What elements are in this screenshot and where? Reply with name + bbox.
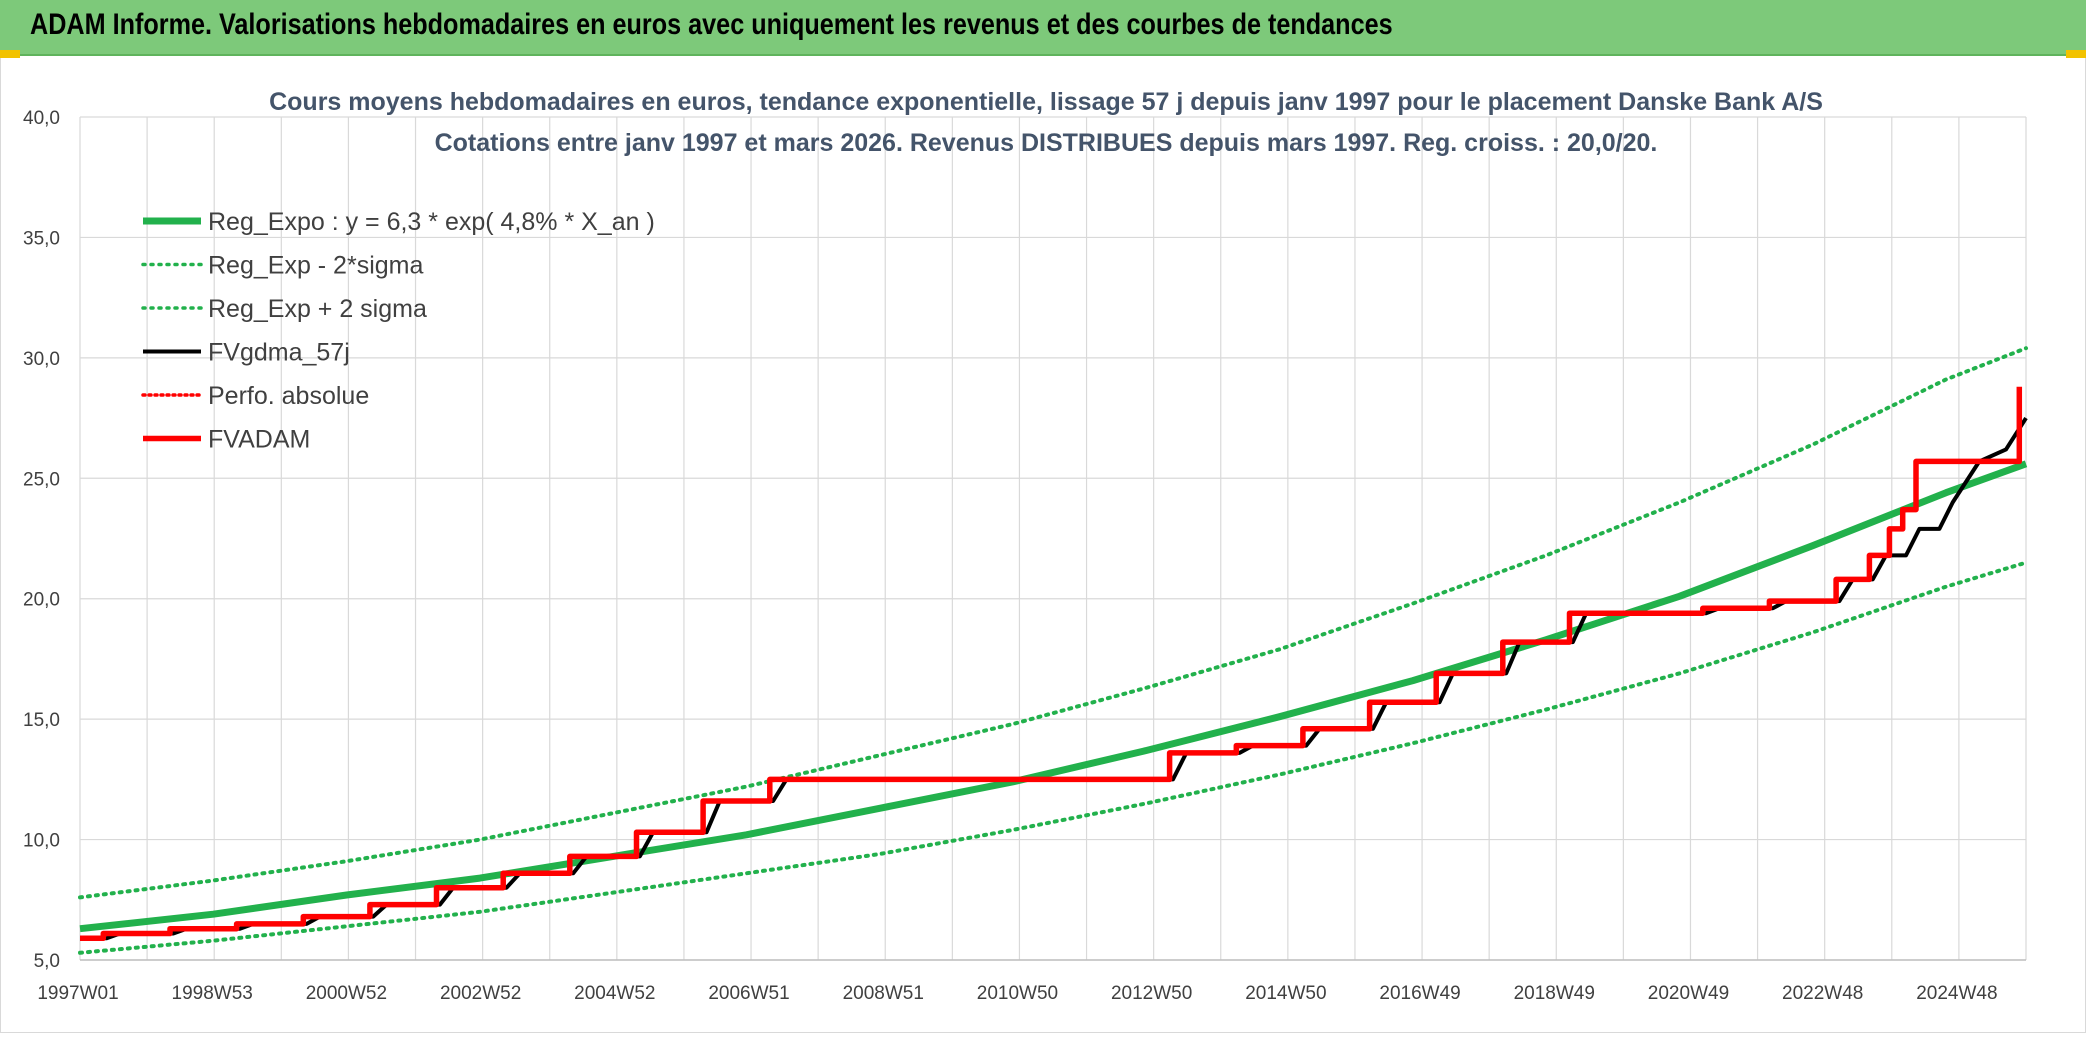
x-tick-label: 2014W50	[1245, 983, 1326, 1004]
legend-label: Reg_Expo : y = 6,3 * exp( 4,8% * X_an )	[208, 208, 655, 236]
x-tick-label: 2008W51	[843, 983, 924, 1004]
y-tick-label: 15,0	[23, 710, 60, 731]
series-line-0	[79, 460, 2028, 933]
x-tick-label: 2024W48	[1916, 983, 1997, 1004]
header-corner-left	[0, 50, 20, 58]
legend-label: FVgdma_57j	[208, 339, 350, 367]
x-tick-label: 1997W01	[37, 983, 118, 1004]
x-tick-label: 2000W52	[306, 983, 387, 1004]
series-line-1	[78, 560, 2028, 955]
y-tick-label: 30,0	[23, 349, 60, 370]
y-axis-ticks: 5,0 10,0 15,0 20,0 25,0 30,0 35,0 40,0	[23, 108, 60, 972]
x-tick-label: 2002W52	[440, 983, 521, 1004]
legend-label: Reg_Exp + 2 sigma	[208, 295, 427, 323]
x-tick-label: 2020W49	[1648, 983, 1729, 1004]
y-tick-label: 35,0	[23, 228, 60, 249]
x-tick-label: 2012W50	[1111, 983, 1192, 1004]
y-tick-label: 5,0	[34, 951, 60, 972]
series-line-3	[80, 417, 2028, 941]
x-tick-label: 1998W53	[172, 983, 253, 1004]
bottom-strip	[0, 1032, 2086, 1039]
chart-title: Cours moyens hebdomadaires en euros, ten…	[269, 88, 1823, 116]
x-tick-label: 2022W48	[1782, 983, 1863, 1004]
legend-label: Reg_Exp - 2*sigma	[208, 252, 423, 280]
y-tick-label: 20,0	[23, 590, 60, 611]
y-tick-label: 40,0	[23, 108, 60, 129]
header-corner-right	[2066, 50, 2086, 58]
grid-lines	[79, 116, 2027, 961]
chart-subtitle: Cotations entre janv 1997 et mars 2026. …	[435, 129, 1658, 157]
x-tick-label: 2010W50	[977, 983, 1058, 1004]
series-line-5	[80, 386, 2023, 942]
legend: Reg_Expo : y = 6,3 * exp( 4,8% * X_an ) R…	[141, 208, 655, 454]
chart-frame	[0, 58, 2086, 1038]
series-line-2	[78, 346, 2028, 900]
y-tick-label: 25,0	[23, 469, 60, 490]
x-tick-label: 2018W49	[1514, 983, 1595, 1004]
x-tick-label: 2004W52	[574, 983, 655, 1004]
series-group	[78, 346, 2028, 955]
header-bar: ADAM Informe. Valorisations hebdomadaire…	[0, 0, 2086, 58]
x-tick-label: 2016W49	[1379, 983, 1460, 1004]
x-tick-label: 2006W51	[708, 983, 789, 1004]
x-axis-ticks: 1997W01 1998W53 2000W52 2002W52 2004W52 2006W…	[37, 983, 1997, 1004]
legend-label: FVADAM	[208, 426, 310, 454]
legend-label: Perfo. absolue	[208, 382, 369, 410]
y-tick-label: 10,0	[23, 831, 60, 852]
report-title: ADAM Informe. Valorisations hebdomadaire…	[30, 8, 1393, 41]
